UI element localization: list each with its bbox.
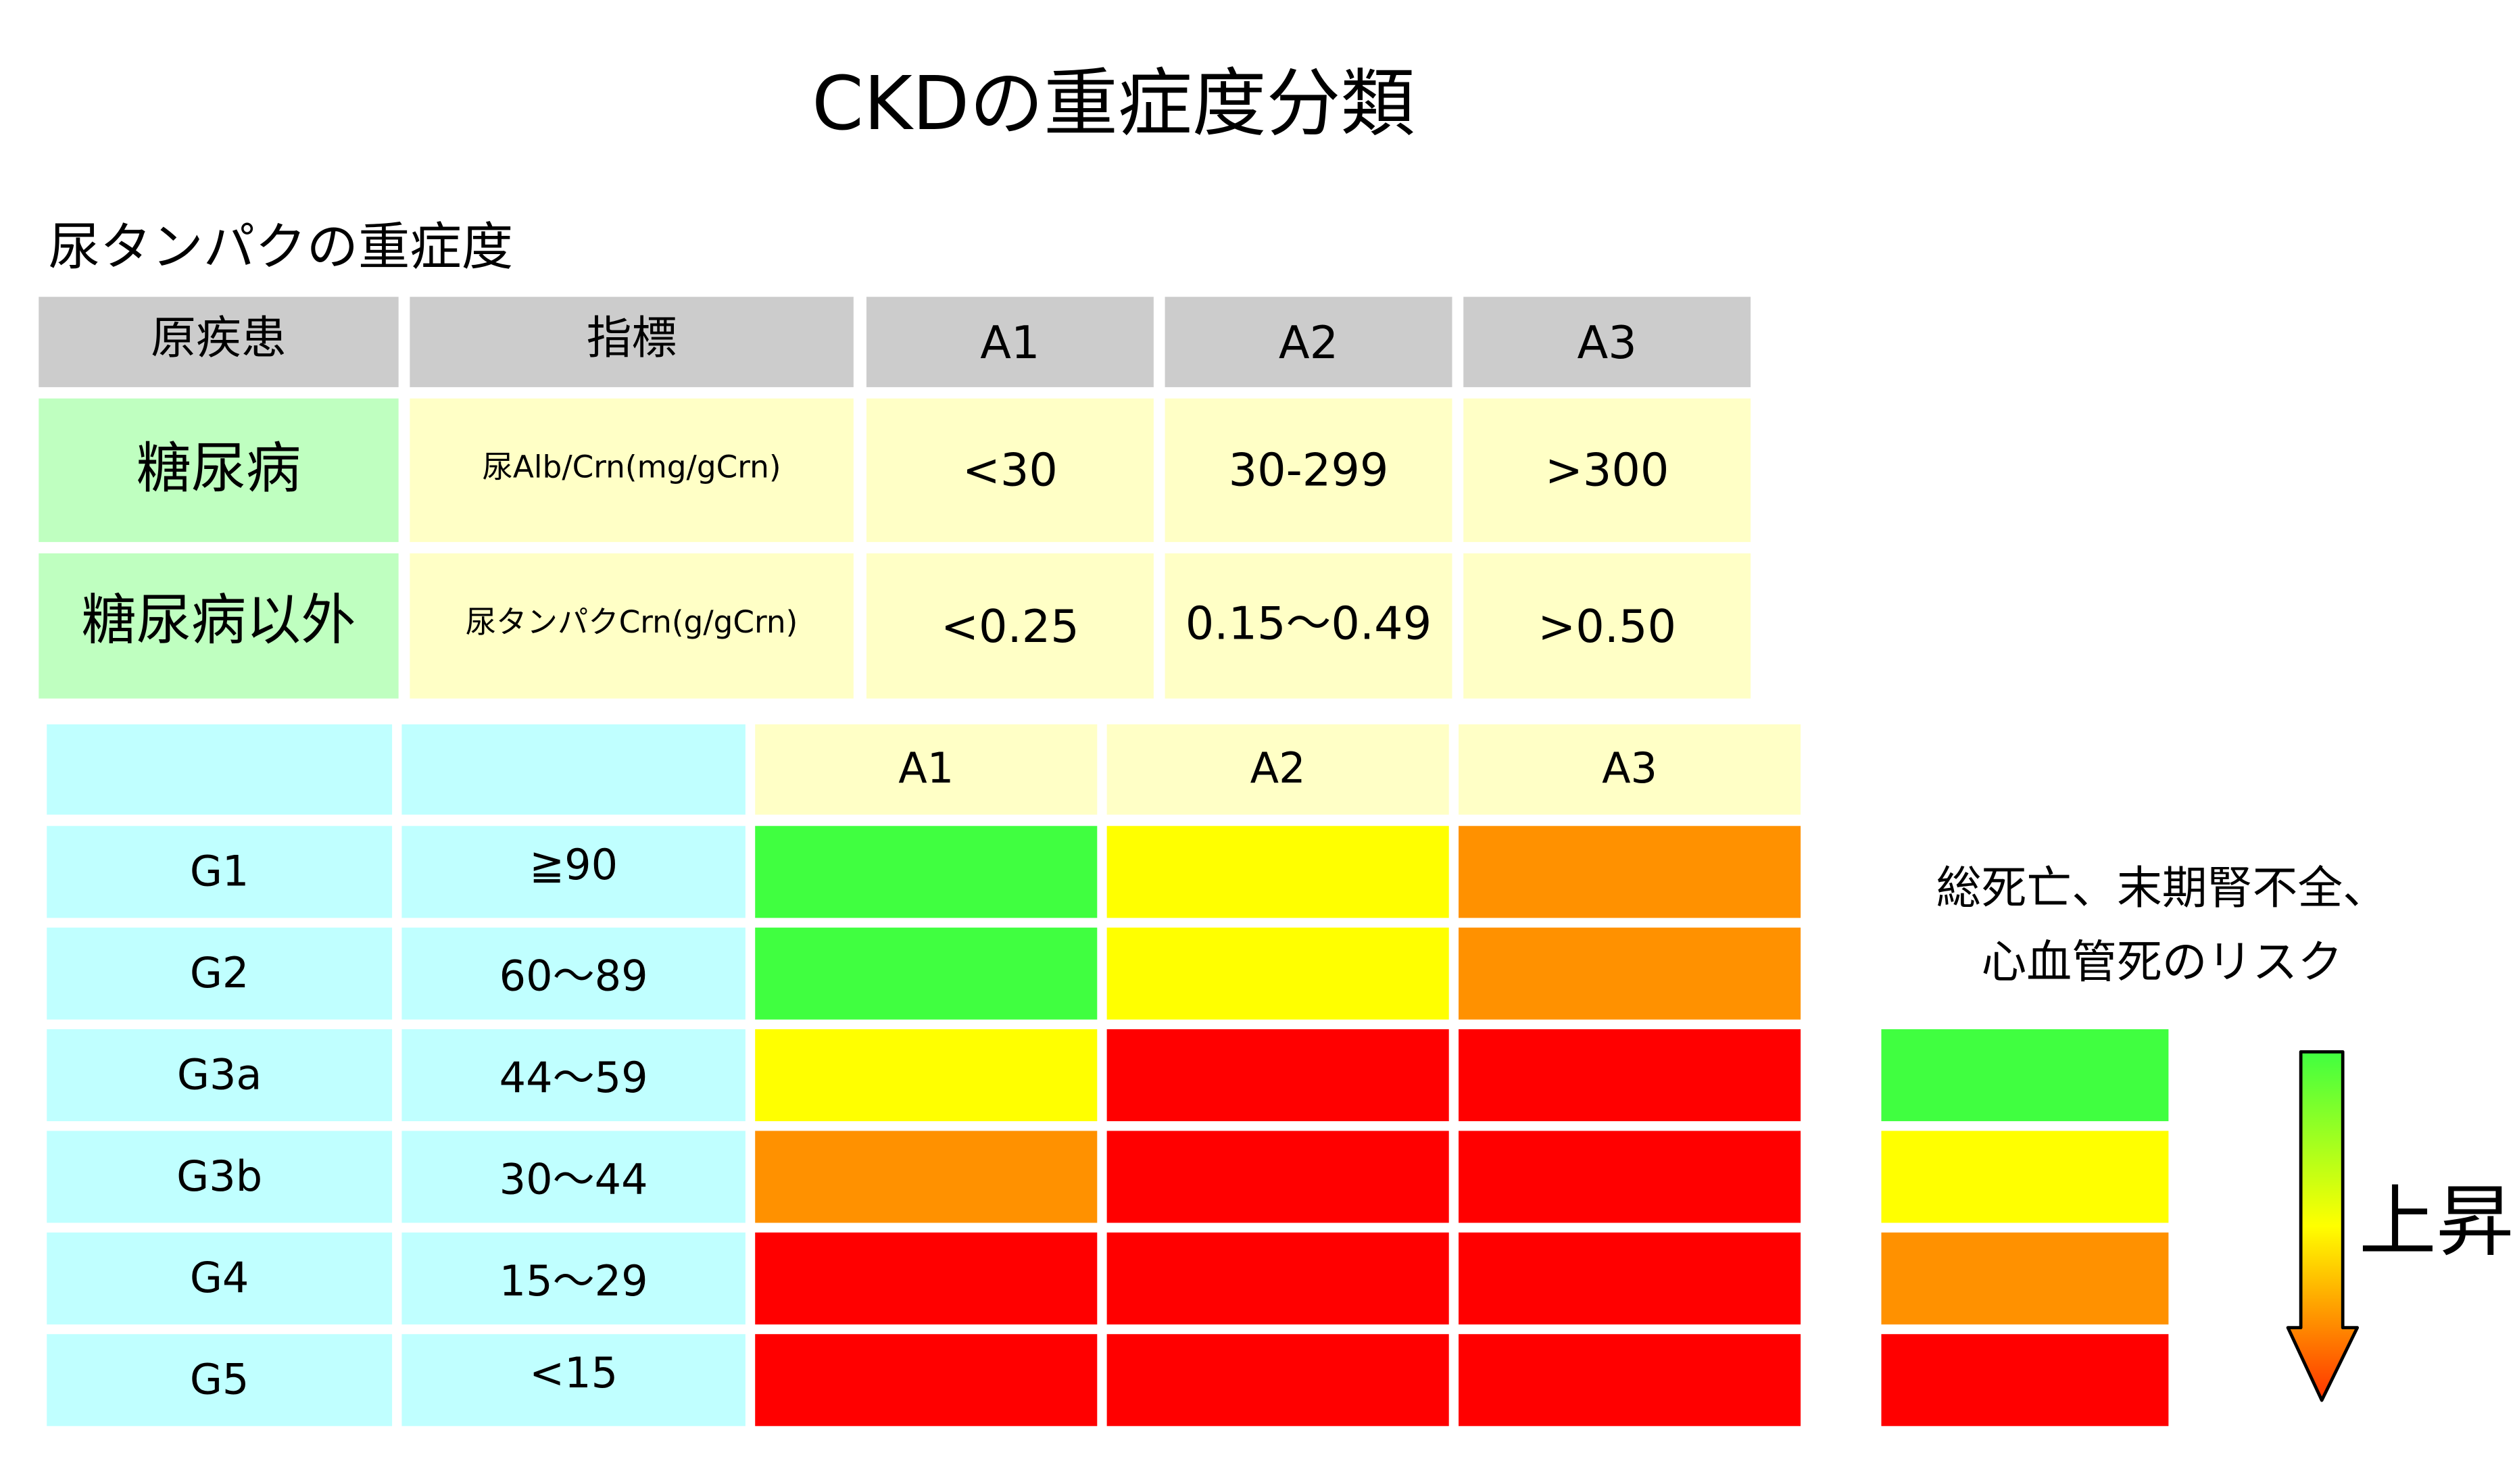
grade-label: G2 bbox=[47, 927, 393, 1020]
risk-cell bbox=[1106, 826, 1449, 918]
risk-cell bbox=[1459, 1334, 1801, 1427]
risk-cell bbox=[1106, 1232, 1449, 1325]
legend-swatch bbox=[1881, 1334, 2169, 1427]
arrow-down-icon bbox=[2286, 1050, 2360, 1402]
row-diabetes-a1: <30 bbox=[866, 398, 1154, 543]
row-diabetes-a3: >300 bbox=[1463, 398, 1751, 543]
gfr-range: 44〜59 bbox=[401, 1029, 746, 1122]
header-disease: 原疾患 bbox=[39, 297, 399, 387]
row-nondiabetes-a3: >0.50 bbox=[1463, 553, 1751, 699]
legend-line-1: 総死亡、末期腎不全、 bbox=[1936, 861, 2389, 915]
grade-header-a1: A1 bbox=[755, 724, 1098, 815]
gfr-range: 30〜44 bbox=[401, 1131, 746, 1223]
risk-cell bbox=[1459, 1029, 1801, 1122]
risk-cell bbox=[1459, 1131, 1801, 1223]
section-subtitle: 尿タンパクの重症度 bbox=[48, 216, 514, 278]
grade-header-a3: A3 bbox=[1459, 724, 1801, 815]
risk-cell bbox=[755, 1334, 1098, 1427]
risk-cell bbox=[1106, 1334, 1449, 1427]
grade-label: G1 bbox=[47, 826, 393, 918]
rise-label: 上昇 bbox=[2359, 1177, 2514, 1268]
grade-label: G3b bbox=[47, 1131, 393, 1223]
page-title: CKDの重症度分類 bbox=[812, 59, 1415, 147]
legend-swatch bbox=[1881, 1029, 2169, 1122]
risk-cell bbox=[755, 826, 1098, 918]
grade-header-a2: A2 bbox=[1106, 724, 1449, 815]
gfr-range: 15〜29 bbox=[401, 1232, 746, 1325]
risk-cell bbox=[755, 927, 1098, 1020]
risk-legend-caption: 総死亡、末期腎不全、 心血管死のリスク bbox=[1872, 851, 2452, 1000]
gfr-range: <15 bbox=[401, 1334, 746, 1427]
header-a1: A1 bbox=[866, 297, 1154, 387]
row-nondiabetes-label: 糖尿病以外 bbox=[39, 553, 399, 699]
grade-label: G4 bbox=[47, 1232, 393, 1325]
legend-line-2: 心血管死のリスク bbox=[1981, 935, 2343, 989]
row-nondiabetes-a1: <0.25 bbox=[866, 553, 1154, 699]
row-diabetes-a2: 30-299 bbox=[1165, 398, 1452, 543]
header-index: 指標 bbox=[410, 297, 854, 387]
grade-header-blank-2 bbox=[401, 724, 746, 815]
gfr-range: ≧90 bbox=[401, 826, 746, 918]
row-diabetes-index: 尿Alb/Crn(mg/gCrn) bbox=[410, 398, 854, 543]
grade-label: G3a bbox=[47, 1029, 393, 1122]
row-nondiabetes-index: 尿タンパクCrn(g/gCrn) bbox=[410, 553, 854, 699]
gfr-range: 60〜89 bbox=[401, 927, 746, 1020]
risk-cell bbox=[755, 1131, 1098, 1223]
risk-cell bbox=[755, 1029, 1098, 1122]
row-diabetes-label: 糖尿病 bbox=[39, 398, 399, 543]
risk-cell bbox=[1459, 826, 1801, 918]
risk-cell bbox=[1106, 1131, 1449, 1223]
risk-cell bbox=[1106, 1029, 1449, 1122]
legend-swatch bbox=[1881, 1131, 2169, 1223]
legend-swatch bbox=[1881, 1232, 2169, 1325]
row-nondiabetes-a2: 0.15〜0.49 bbox=[1165, 553, 1452, 699]
header-a2: A2 bbox=[1165, 297, 1452, 387]
grade-header-blank-1 bbox=[47, 724, 393, 815]
risk-cell bbox=[1106, 927, 1449, 1020]
header-a3: A3 bbox=[1463, 297, 1751, 387]
grade-label: G5 bbox=[47, 1334, 393, 1427]
risk-cell bbox=[755, 1232, 1098, 1325]
risk-cell bbox=[1459, 927, 1801, 1020]
risk-cell bbox=[1459, 1232, 1801, 1325]
